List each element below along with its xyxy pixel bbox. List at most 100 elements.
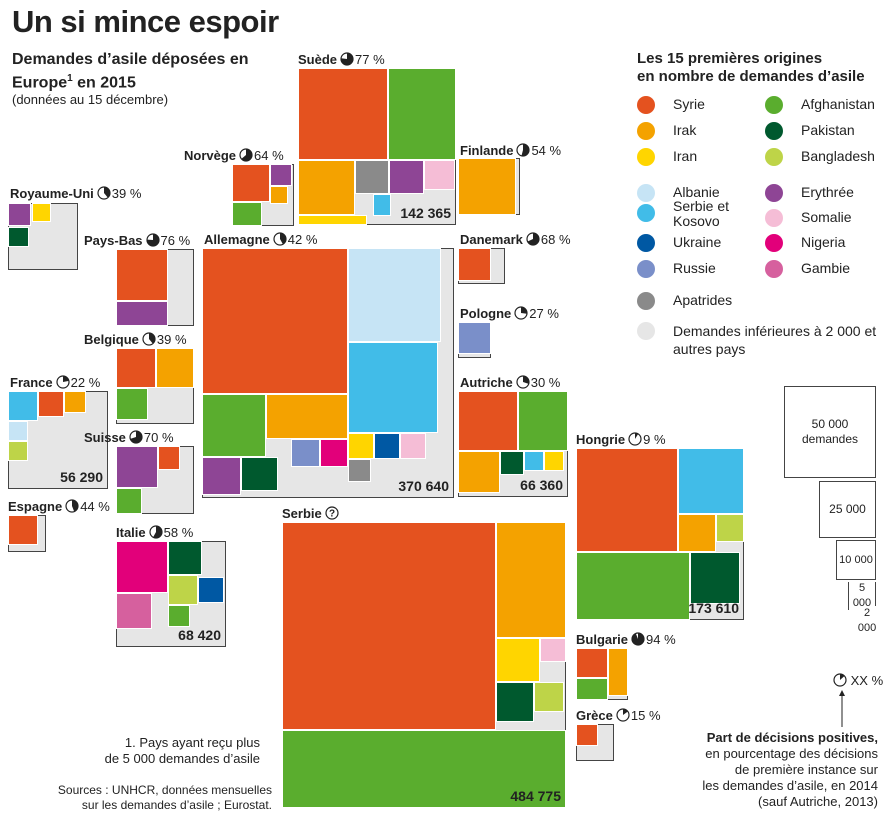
country-total-suede: 142 365 [400, 205, 451, 221]
country-name: Allemagne [204, 232, 270, 247]
country-name: Royaume-Uni [10, 186, 94, 201]
cell-bulgarie-irak [607, 647, 628, 696]
positive-rate-value: 64 % [254, 148, 284, 163]
legend-label: Nigeria [801, 234, 846, 250]
pie-legend-text: Part de décisions positives, en pourcent… [702, 730, 878, 809]
cell-allemagne-pakistan [240, 456, 278, 491]
positive-rate-pie [516, 143, 531, 157]
cell-espagne-syrie [7, 514, 38, 545]
cell-autriche-afghanistan [517, 390, 568, 451]
scale-label: 25 000 [829, 502, 866, 516]
country-label-italie: Italie 58 % [116, 525, 193, 540]
legend-swatch [637, 184, 655, 202]
country-name: Belgique [84, 332, 139, 347]
legend-swatch [637, 204, 655, 222]
positive-rate-pie [239, 148, 253, 162]
positive-rate-value: 39 % [156, 332, 187, 347]
positive-rate-value: 70 % [143, 430, 174, 445]
legend-label: Bangladesh [801, 148, 875, 164]
legend-label: Serbie et Kosovo [673, 198, 730, 229]
legend-swatch [765, 122, 783, 140]
chart-subtitle: Demandes d’asile déposées en Europe1 en … [12, 51, 249, 92]
positive-rate-pie [628, 432, 642, 446]
country-label-serbie: Serbie? [282, 506, 340, 521]
cell-italie-nigeria [115, 540, 168, 593]
cell-italie-pakistan [167, 540, 202, 575]
cell-suede-afghanistan [387, 67, 456, 160]
country-box-allemagne: 370 640 [201, 247, 454, 498]
country-name: Espagne [8, 499, 63, 514]
legend-label: Gambie [801, 260, 851, 276]
cell-royaume-uni-iran [31, 202, 51, 222]
country-name: Serbie [282, 506, 322, 521]
legend-label: Irak [673, 122, 697, 138]
country-name: Hongrie [576, 432, 626, 447]
scale-square-2000: 2 000 [856, 606, 878, 636]
positive-rate-pie [340, 52, 354, 66]
cell-grece-syrie [575, 723, 598, 746]
positive-rate-value: 27 % [529, 306, 559, 321]
country-label-belgique: Belgique 39 % [84, 332, 187, 347]
positive-rate-pie [97, 186, 111, 200]
cell-italie-ukraine [197, 576, 224, 603]
positive-rate-value: 22 % [70, 375, 101, 390]
scale-label: 10 000 [838, 552, 874, 568]
cell-allemagne-iran [347, 432, 374, 459]
legend-swatch [637, 96, 655, 114]
country-box-bulgarie [575, 647, 628, 700]
cell-allemagne-afghanistan [201, 393, 266, 457]
positive-rate-pie: ? [325, 506, 339, 520]
positive-rate-value: 9 % [643, 432, 666, 447]
country-name: Bulgarie [576, 632, 629, 647]
cell-serbie-irak [495, 521, 566, 638]
positive-rate-value: 58 % [163, 525, 194, 540]
legend-label: Albanie [673, 184, 720, 200]
cell-suede-syrie [297, 67, 388, 160]
cell-belgique-afghanistan [115, 387, 148, 420]
cell-italie-bangladesh [167, 574, 198, 605]
positive-rate-pie [56, 375, 70, 389]
cell-finlande-irak [457, 157, 516, 215]
cell-bulgarie-afghanistan [575, 677, 608, 700]
country-label-france: France 22 % [10, 375, 100, 390]
country-box-suede: 142 365 [297, 67, 456, 225]
positive-rate-pie [65, 499, 79, 513]
legend-swatch [765, 148, 783, 166]
cell-royaume-uni-pakistan [7, 226, 29, 247]
cell-suede-irak [297, 159, 355, 215]
cell-hongrie-pakistan [689, 551, 740, 604]
cell-allemagne-ukraine [373, 432, 400, 459]
positive-rate-value: 68 % [540, 232, 571, 247]
cell-norvege-irak [269, 185, 288, 204]
sources: Sources : UNHCR, données mensuelles sur l… [57, 783, 272, 812]
country-label-allemagne: Allemagne 42 % [204, 232, 317, 247]
cell-suisse-afghanistan [115, 487, 142, 514]
cell-allemagne-nigeria [319, 438, 348, 467]
country-name: Italie [116, 525, 146, 540]
country-label-bulgarie: Bulgarie 94 % [576, 632, 676, 647]
positive-rate-pie [145, 233, 160, 247]
cell-norvege-syrie [231, 163, 270, 202]
cell-france-syrie [37, 390, 64, 417]
cell-italie-afghanistan [167, 604, 190, 627]
cell-bulgarie-syrie [575, 647, 608, 678]
country-name: Autriche [460, 375, 513, 390]
cell-hongrie-serbie_kosovo [677, 447, 744, 514]
cell-autriche-iran [543, 450, 564, 471]
legend-title: Les 15 premières origines en nombre de de… [637, 50, 865, 85]
scale-label: 50 000 demandes [801, 417, 859, 446]
country-name: Norvège [184, 148, 237, 163]
country-label-norvege: Norvège 64 % [184, 148, 284, 163]
cell-serbie-iran [495, 637, 540, 682]
cell-norvege-erythree [269, 163, 292, 186]
country-total-hongrie: 173 610 [688, 600, 739, 616]
country-box-finlande [457, 157, 520, 215]
legend-swatch [637, 322, 655, 340]
cell-serbie-somalie [539, 637, 566, 662]
cell-autriche-pakistan [499, 450, 524, 475]
cell-allemagne-apatrides [347, 458, 371, 482]
cell-suisse-syrie [157, 445, 180, 470]
legend-swatch [765, 234, 783, 252]
cell-suede-iran [297, 214, 367, 225]
cell-france-bangladesh [7, 440, 28, 461]
